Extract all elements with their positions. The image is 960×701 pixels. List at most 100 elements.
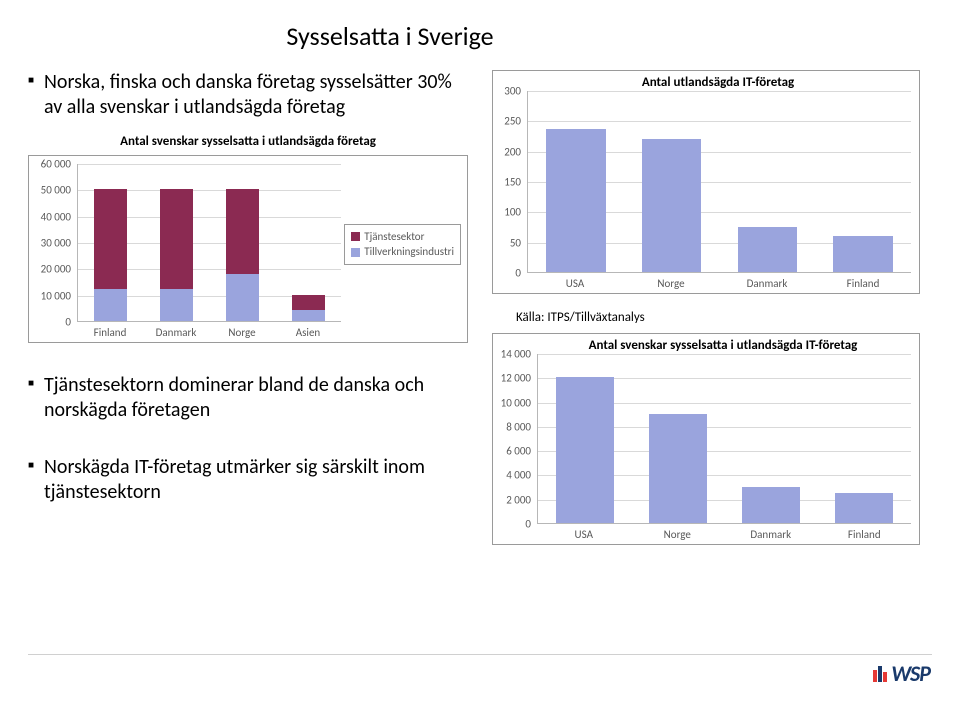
bar-slot <box>631 354 724 523</box>
bar-slot <box>720 91 816 272</box>
y-tick-label: 14 000 <box>493 348 531 361</box>
left-column: Norska, finska och danska företag syssel… <box>28 70 468 545</box>
bar-segment <box>738 227 797 273</box>
x-tick-label: Asien <box>275 326 341 339</box>
bar-segment <box>94 189 127 289</box>
bar <box>738 227 797 273</box>
bar-segment <box>835 493 893 523</box>
y-tick-label: 40 000 <box>29 210 71 223</box>
bar-slot <box>78 164 144 321</box>
bar-segment <box>226 274 259 321</box>
y-tick-label: 60 000 <box>29 158 71 171</box>
legend-item: Tjänstesektor <box>351 229 454 244</box>
source-line: Källa: ITPS/Tillväxtanalys <box>516 310 922 325</box>
plot-area <box>527 91 911 273</box>
bar-slot <box>528 91 624 272</box>
bar-slot <box>538 354 631 523</box>
chart-legend: TjänstesektorTillverkningsindustri <box>344 224 461 265</box>
y-tick-label: 300 <box>493 85 521 98</box>
bar-segment <box>546 129 605 272</box>
footer-divider <box>28 654 932 655</box>
logo-text: WSP <box>891 660 930 687</box>
legend-label: Tillverkningsindustri <box>364 244 454 259</box>
bar-slot <box>725 354 818 523</box>
plot-area <box>77 164 341 322</box>
x-tick-label: USA <box>527 277 623 290</box>
y-tick-label: 8 000 <box>493 420 531 433</box>
x-tick-label: Danmark <box>143 326 209 339</box>
y-tick-label: 10 000 <box>29 289 71 302</box>
bar-segment <box>226 189 259 273</box>
bar <box>546 129 605 272</box>
bar <box>556 377 614 523</box>
chart2-box: Antal utlandsägda IT-företag050100150200… <box>492 70 920 294</box>
y-tick-label: 2 000 <box>493 493 531 506</box>
y-tick-label: 250 <box>493 115 521 128</box>
x-tick-label: Finland <box>818 528 912 541</box>
x-tick-label: Norge <box>623 277 719 290</box>
y-tick-label: 50 <box>493 236 521 249</box>
x-tick-label: Finland <box>77 326 143 339</box>
x-tick-label: USA <box>537 528 631 541</box>
bar <box>160 189 193 321</box>
y-tick-label: 12 000 <box>493 372 531 385</box>
y-tick-label: 0 <box>493 267 521 280</box>
y-tick-label: 200 <box>493 145 521 158</box>
legend-swatch <box>351 248 360 257</box>
y-tick-label: 30 000 <box>29 237 71 250</box>
bar-segment <box>642 139 701 272</box>
y-tick-label: 6 000 <box>493 445 531 458</box>
x-tick-label: Norge <box>209 326 275 339</box>
bar <box>226 189 259 321</box>
logo-bars-icon <box>873 666 887 682</box>
x-tick-label: Finland <box>815 277 911 290</box>
chart3-box: Antal svenskar sysselsatta i utlandsägda… <box>492 333 920 545</box>
bar <box>742 487 800 523</box>
y-tick-label: 100 <box>493 206 521 219</box>
x-tick-label: Danmark <box>724 528 818 541</box>
bar <box>649 414 707 523</box>
x-tick-label: Danmark <box>719 277 815 290</box>
bullet-2: Tjänstesektorn dominerar bland de danska… <box>28 373 468 423</box>
bar-slot <box>815 91 911 272</box>
bar <box>94 189 127 321</box>
bar-slot <box>210 164 276 321</box>
bar-segment <box>742 487 800 523</box>
content-grid: Norska, finska och danska företag syssel… <box>28 70 932 545</box>
chart1-box: 0 10 000 20 000 30 000 40 000 50 000 60 000 Fin… <box>28 155 468 343</box>
bar <box>835 493 893 523</box>
bar-segment <box>160 189 193 289</box>
legend-label: Tjänstesektor <box>364 229 424 244</box>
chart1-wrap: Antal svenskar sysselsatta i utlandsägda… <box>28 134 468 343</box>
chart-title-inside: Antal svenskar sysselsatta i utlandsägda… <box>537 338 909 353</box>
bullet-3: Norskägda IT-företag utmärker sig särski… <box>28 455 468 505</box>
bar-slot <box>624 91 720 272</box>
bar <box>292 295 325 321</box>
chart2-wrap: Antal utlandsägda IT-företag050100150200… <box>492 70 922 294</box>
bar-segment <box>649 414 707 523</box>
bar <box>642 139 701 272</box>
y-tick-label: 50 000 <box>29 184 71 197</box>
bar-segment <box>292 295 325 311</box>
page-title: Sysselsatta i Sverige <box>168 20 612 52</box>
y-tick-label: 150 <box>493 176 521 189</box>
bar-segment <box>94 289 127 321</box>
plot-area <box>537 354 911 524</box>
bar-slot <box>144 164 210 321</box>
legend-item: Tillverkningsindustri <box>351 244 454 259</box>
bar-slot <box>275 164 341 321</box>
bar-segment <box>160 289 193 321</box>
y-tick-label: 10 000 <box>493 396 531 409</box>
y-tick-label: 0 <box>493 518 531 531</box>
y-tick-label: 0 <box>29 316 71 329</box>
x-tick-label: Norge <box>631 528 725 541</box>
legend-swatch <box>351 232 360 241</box>
y-tick-label: 20 000 <box>29 263 71 276</box>
right-column: Antal utlandsägda IT-företag050100150200… <box>492 70 922 545</box>
chart1-title: Antal svenskar sysselsatta i utlandsägda… <box>28 134 468 149</box>
wsp-logo: WSP <box>873 660 930 687</box>
chart3-wrap: Antal svenskar sysselsatta i utlandsägda… <box>492 333 922 545</box>
bar-segment <box>833 236 892 272</box>
bar <box>833 236 892 272</box>
bar-segment <box>556 377 614 523</box>
